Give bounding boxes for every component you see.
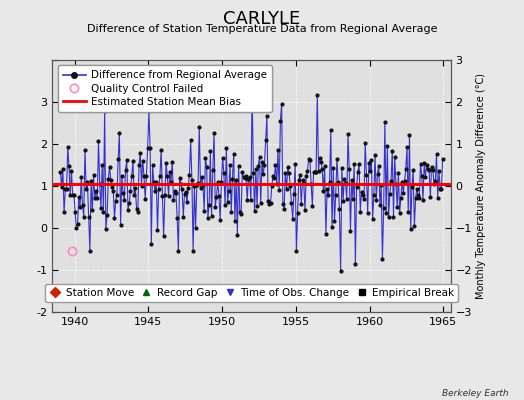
Legend: Difference from Regional Average, Quality Control Failed, Estimated Station Mean: Difference from Regional Average, Qualit…: [58, 65, 272, 112]
Text: CARLYLE: CARLYLE: [223, 10, 301, 28]
Text: Berkeley Earth: Berkeley Earth: [442, 389, 508, 398]
Text: Difference of Station Temperature Data from Regional Average: Difference of Station Temperature Data f…: [87, 24, 437, 34]
Y-axis label: Monthly Temperature Anomaly Difference (°C): Monthly Temperature Anomaly Difference (…: [476, 73, 486, 299]
Legend: Station Move, Record Gap, Time of Obs. Change, Empirical Break: Station Move, Record Gap, Time of Obs. C…: [45, 284, 459, 302]
